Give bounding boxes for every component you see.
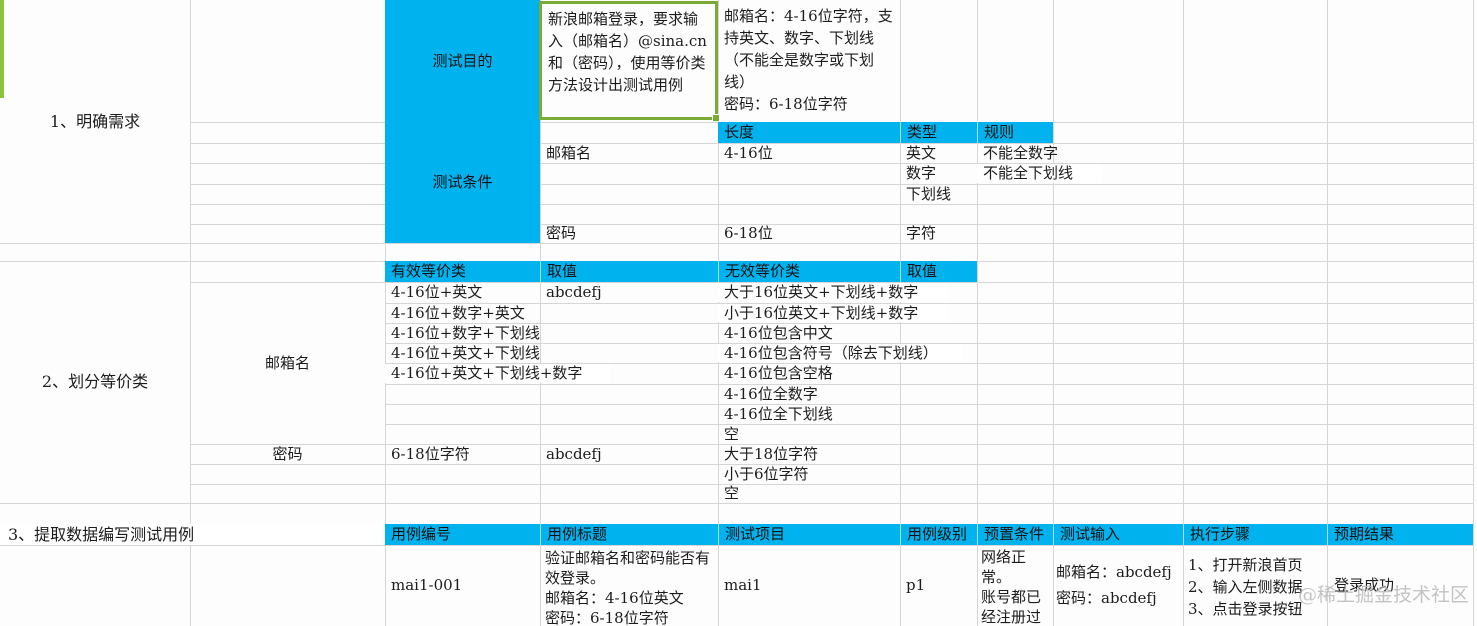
selection-fill-handle-icon[interactable] <box>712 114 720 122</box>
cell-mail-type-2[interactable]: 数字 <box>906 164 937 182</box>
header-valid-class[interactable]: 有效等价类 <box>385 261 540 282</box>
cell-invalid-mail-8[interactable]: 空 <box>724 424 740 443</box>
cell-mail-length[interactable]: 4-16位 <box>724 143 773 162</box>
cell-mail-type-3[interactable]: 下划线 <box>906 184 952 203</box>
cell-invalid-mail-3[interactable]: 4-16位包含中文 <box>724 323 833 342</box>
cell-mail-rule-2[interactable]: 不能全下划线 <box>977 164 1102 183</box>
cell-mail-rule-1[interactable]: 不能全数字 <box>983 143 1059 162</box>
watermark: @稀土掘金技术社区 <box>1298 584 1470 606</box>
header-test-project[interactable]: 测试项目 <box>718 524 900 545</box>
gridline <box>977 0 978 626</box>
gridline <box>190 224 1473 225</box>
cell-invalid-pwd-1[interactable]: 大于18位字符 <box>724 444 819 463</box>
gridline <box>190 464 1473 465</box>
cell-invalid-pwd-2[interactable]: 小于6位字符 <box>724 464 809 483</box>
gridline <box>385 424 1473 425</box>
cell-valid-mail-3[interactable]: 4-16位+数字+下划线 <box>391 323 540 342</box>
header-test-input[interactable]: 测试输入 <box>1053 524 1183 545</box>
header-expected-result[interactable]: 预期结果 <box>1327 524 1473 545</box>
header-precondition[interactable]: 预置条件 <box>977 524 1053 545</box>
cell-mail-label[interactable]: 邮箱名 <box>546 143 592 162</box>
gridline <box>0 503 1473 504</box>
cell-steps[interactable]: 1、打开新浪首页 2、输入左侧数据 3、点击登录按钮 <box>1188 556 1303 618</box>
cell-test-project[interactable]: mai1 <box>724 576 762 594</box>
cell-valid-pwd[interactable]: 6-18位字符 <box>391 444 470 463</box>
cell-s2-pwd-label[interactable]: 密码 <box>272 444 303 463</box>
cell-valid-mail-value[interactable]: abcdefj <box>546 283 602 301</box>
cell-pwd-length[interactable]: 6-18位 <box>724 224 773 242</box>
cell-invalid-mail-2[interactable]: 小于16位英文+下划线+数字 <box>718 304 948 322</box>
gridline <box>190 204 1473 205</box>
cell-valid-mail-4[interactable]: 4-16位+英文+下划线 <box>391 343 540 362</box>
cell-invalid-mail-5[interactable]: 4-16位包含空格 <box>724 364 833 382</box>
selected-cell-border[interactable] <box>539 1 718 120</box>
cell-invalid-pwd-3[interactable]: 空 <box>724 484 740 502</box>
header-invalid-value[interactable]: 取值 <box>900 261 977 282</box>
gridline <box>1053 0 1054 626</box>
gridline <box>385 363 1473 364</box>
gridline <box>385 343 1473 344</box>
cell-pwd-label[interactable]: 密码 <box>546 224 577 242</box>
header-invalid-class[interactable]: 无效等价类 <box>718 261 900 282</box>
cell-test-purpose-text[interactable]: 新浪邮箱登录，要求输入（邮箱名）@sina.cn和（密码），使用等价类方法设计出… <box>548 10 707 94</box>
gridline <box>0 545 1473 546</box>
gridline <box>385 0 386 626</box>
cell-invalid-mail-4[interactable]: 4-16位包含符号（除去下划线） <box>718 344 963 362</box>
cell-s2-mail-label[interactable]: 邮箱名 <box>264 353 310 372</box>
cell-test-purpose-label[interactable]: 测试目的 <box>385 0 540 122</box>
gridline <box>190 143 1473 144</box>
cell-case-id[interactable]: mai1-001 <box>391 576 463 594</box>
cell-section1-title[interactable]: 1、明确需求 <box>49 111 141 131</box>
header-valid-value[interactable]: 取值 <box>540 261 718 282</box>
gridline <box>190 282 1473 283</box>
cell-invalid-mail-7[interactable]: 4-16位全下划线 <box>724 404 833 423</box>
header-length[interactable]: 长度 <box>718 122 900 143</box>
cell-section3-title[interactable]: 3、提取数据编写测试用例 <box>0 524 385 545</box>
cell-valid-mail-5[interactable]: 4-16位+英文+下划线+数字 <box>385 364 610 383</box>
gridline <box>190 184 1473 185</box>
cell-section2-title[interactable]: 2、划分等价类 <box>41 372 149 391</box>
cell-invalid-mail-1[interactable]: 大于16位英文+下划线+数字 <box>718 283 948 302</box>
cell-case-level[interactable]: p1 <box>906 576 926 594</box>
cell-case-title[interactable]: 验证邮箱名和密码能否有效登录。 邮箱名：4-16位英文 密码：6-18位字符 <box>545 549 711 626</box>
header-type[interactable]: 类型 <box>900 122 977 143</box>
header-case-id[interactable]: 用例编号 <box>385 524 540 545</box>
cell-valid-mail-2[interactable]: 4-16位+数字+英文 <box>391 303 525 322</box>
cell-invalid-mail-6[interactable]: 4-16位全数字 <box>724 384 818 403</box>
header-case-title[interactable]: 用例标题 <box>540 524 718 545</box>
gridline <box>190 444 1473 445</box>
gridline <box>385 303 1473 304</box>
cell-valid-mail-1[interactable]: 4-16位+英文 <box>391 283 483 301</box>
cell-valid-pwd-value[interactable]: abcdefj <box>546 444 602 463</box>
gridline <box>540 0 541 626</box>
cell-test-input[interactable]: 邮箱名：abcdefj 密码：abcdefj <box>1056 563 1172 607</box>
gridline <box>385 404 1473 405</box>
cell-test-condition-label[interactable]: 测试条件 <box>385 122 540 243</box>
cell-mail-type-1[interactable]: 英文 <box>906 143 937 162</box>
gridline <box>385 384 1473 385</box>
header-rule[interactable]: 规则 <box>977 122 1053 143</box>
gridline <box>190 0 191 626</box>
gridline <box>1183 0 1184 626</box>
cell-requirements-text[interactable]: 邮箱名：4-16位字符，支持英文、数字、下划线（不能全是数字或下划线） 密码：6… <box>724 7 893 113</box>
header-case-level[interactable]: 用例级别 <box>900 524 977 545</box>
cell-pwd-type[interactable]: 字符 <box>906 224 937 242</box>
gridline <box>1327 0 1328 626</box>
cell-precondition[interactable]: 网络正常。 账号都已经注册过 <box>981 548 1042 626</box>
gridline <box>190 484 1473 485</box>
header-steps[interactable]: 执行步骤 <box>1183 524 1327 545</box>
gridline <box>0 243 1473 244</box>
cell-expected-result[interactable]: 登录成功 <box>1334 576 1395 594</box>
row-header-selection-strip <box>0 0 4 98</box>
gridline <box>1473 0 1474 626</box>
gridline <box>190 163 1473 164</box>
gridline <box>385 323 1473 324</box>
